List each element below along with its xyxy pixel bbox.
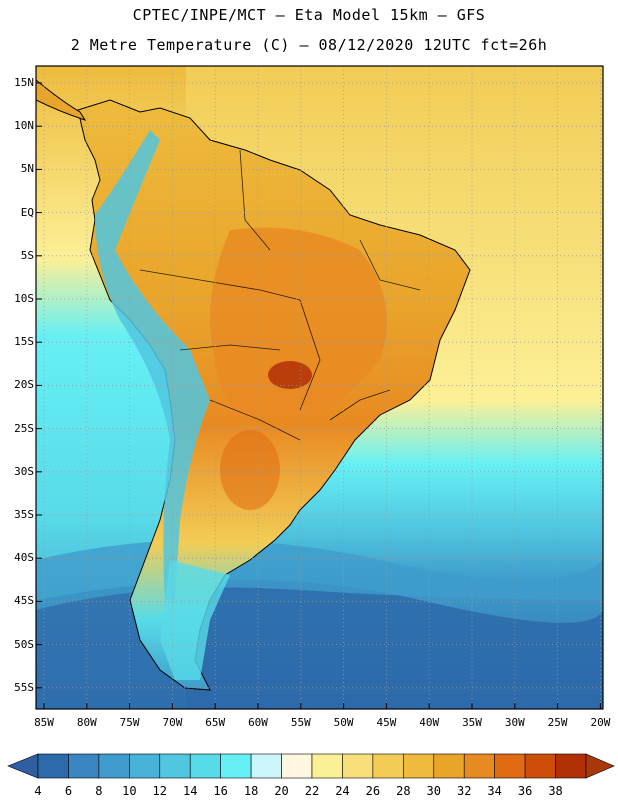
colorbar-label-18: 18 — [243, 784, 259, 798]
colorbar-label-32: 32 — [456, 784, 472, 798]
colorbar-swatch — [189, 753, 221, 779]
lat-label-15S: 15S — [14, 335, 34, 349]
colorbar-label-36: 36 — [517, 784, 533, 798]
colorbar-swatch — [129, 753, 161, 779]
map-subtitle: 2 Metre Temperature (C) – 08/12/2020 12U… — [70, 36, 548, 54]
colorbar-swatch — [342, 753, 374, 779]
colorbar-swatch — [372, 753, 404, 779]
lat-label-10S: 10S — [14, 292, 34, 305]
map-frame — [35, 65, 604, 710]
colorbar-swatch — [281, 753, 313, 779]
colorbar-swatch — [555, 753, 587, 779]
colorbar-swatch — [463, 753, 495, 779]
colorbar-swatch — [494, 753, 526, 779]
colorbar-swatch — [311, 753, 343, 779]
lon-label-25W: 25W — [547, 716, 568, 729]
colorbar-label-6: 6 — [64, 784, 73, 798]
lon-label-85W: 85W — [34, 716, 54, 729]
colorbar-label-8: 8 — [95, 784, 103, 798]
colorbar — [7, 753, 615, 779]
lat-label-5N: 5N — [20, 162, 34, 176]
colorbar-label-30: 30 — [426, 784, 441, 798]
lon-label-45W: 45W — [376, 716, 397, 729]
colorbar-label-38: 38 — [548, 784, 563, 798]
colorbar-label-14: 14 — [182, 784, 198, 798]
lat-label-55S: 55S — [14, 680, 34, 694]
colorbar-swatch — [220, 753, 252, 779]
lon-label-60W: 60W — [248, 716, 268, 729]
lon-label-55W: 55W — [290, 716, 311, 729]
lon-label-35W: 35W — [462, 716, 482, 729]
lat-label-EQ: EQ — [20, 205, 34, 219]
map-title: CPTEC/INPE/MCT – Eta Model 15km – GFS — [132, 6, 486, 24]
lon-label-70W: 70W — [162, 716, 183, 729]
colorbar-swatch — [403, 753, 435, 779]
colorbar-swatch — [159, 753, 191, 779]
colorbar-label-16: 16 — [213, 784, 228, 798]
colorbar-low-arrow — [7, 753, 39, 779]
colorbar-label-24: 24 — [335, 784, 350, 798]
colorbar-label-10: 10 — [122, 784, 137, 798]
colorbar-label-12: 12 — [152, 784, 167, 798]
lon-label-75W: 75W — [119, 716, 140, 729]
colorbar-label-4: 4 — [34, 784, 42, 798]
hot-spot — [268, 361, 312, 389]
lat-label-35S: 35S — [14, 508, 34, 521]
colorbar-swatch — [98, 753, 130, 779]
colorbar-label-26: 26 — [365, 784, 381, 798]
lat-label-45S: 45S — [14, 594, 34, 608]
lon-label-30W: 30W — [504, 716, 525, 729]
lat-label-25S: 25S — [14, 421, 34, 435]
colorbar-high-arrow — [585, 753, 615, 779]
colorbar-label-28: 28 — [396, 784, 411, 798]
lat-label-30S: 30S — [14, 464, 34, 478]
lat-label-40S: 40S — [14, 551, 34, 565]
lon-label-40W: 40W — [419, 716, 440, 729]
colorbar-swatch — [433, 753, 465, 779]
colorbar-swatch — [37, 753, 69, 779]
lat-label-5S: 5S — [20, 248, 34, 262]
colorbar-swatch — [524, 753, 556, 779]
colorbar-swatch — [68, 753, 100, 779]
lat-label-50S: 50S — [14, 637, 34, 651]
lon-label-20W: 20W — [590, 716, 611, 729]
colorbar-label-20: 20 — [274, 784, 289, 798]
lat-label-20S: 20S — [14, 378, 34, 392]
colorbar-swatch — [250, 753, 282, 779]
lon-label-50W: 50W — [333, 716, 354, 729]
graticule — [36, 66, 603, 709]
lon-label-80W: 80W — [76, 716, 97, 729]
lon-label-65W: 65W — [205, 716, 226, 729]
andes-cold-band — [95, 130, 210, 600]
colorbar-label-22: 22 — [304, 784, 320, 798]
colorbar-label-34: 34 — [487, 784, 502, 798]
lat-label-10N: 10N — [14, 119, 34, 133]
lat-label-15N: 15N — [14, 76, 34, 89]
